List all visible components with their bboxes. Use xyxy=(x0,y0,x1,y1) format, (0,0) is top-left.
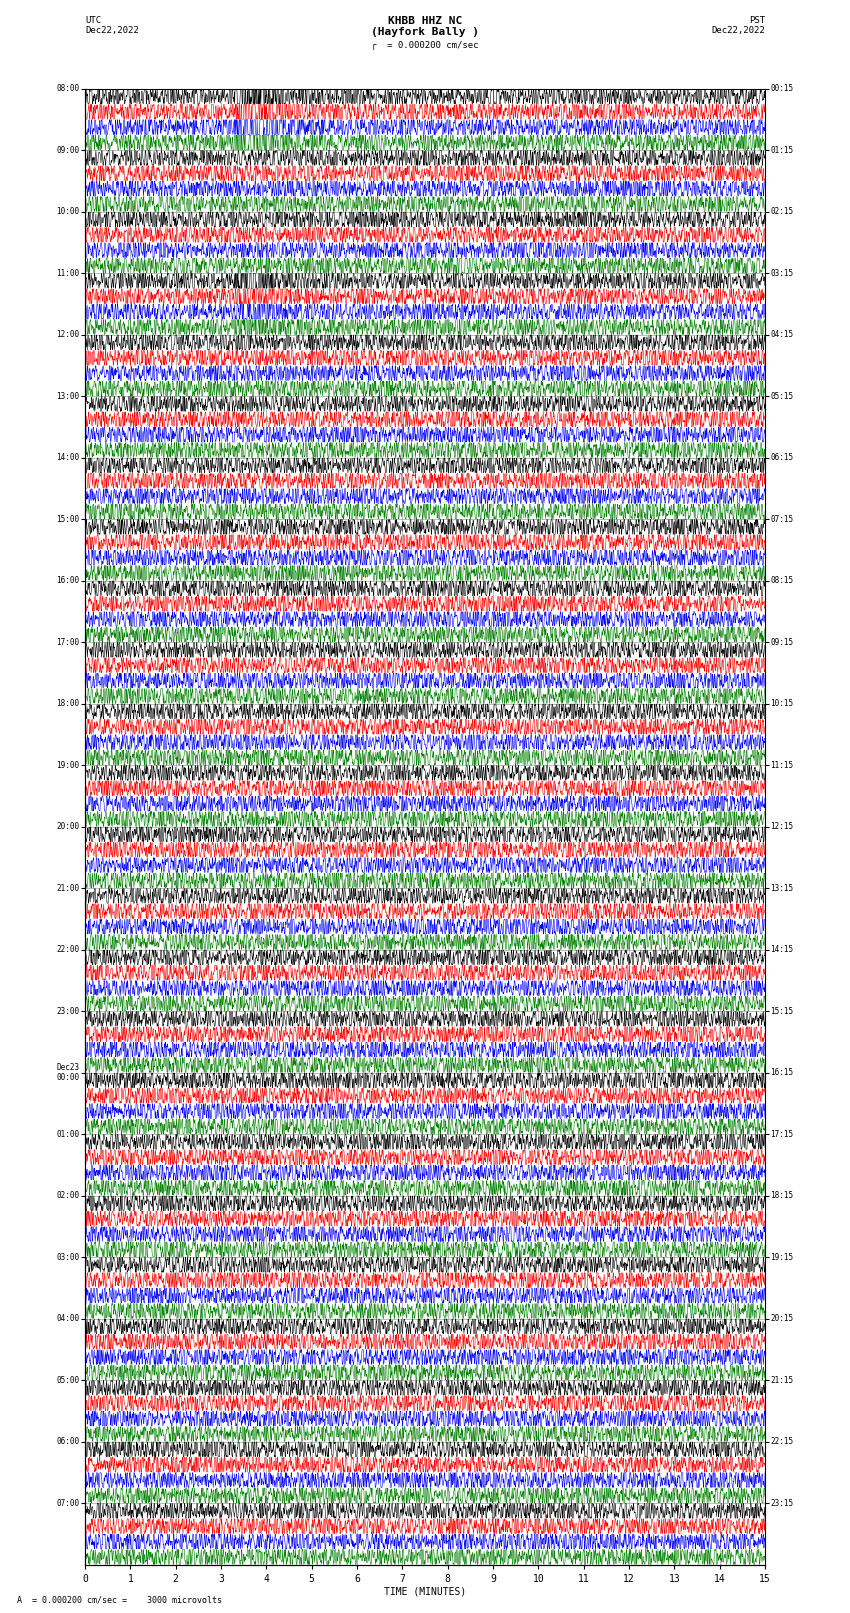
Text: A  = 0.000200 cm/sec =    3000 microvolts: A = 0.000200 cm/sec = 3000 microvolts xyxy=(17,1595,222,1605)
Text: (Hayfork Bally ): (Hayfork Bally ) xyxy=(371,27,479,37)
Text: Dec22,2022: Dec22,2022 xyxy=(711,26,765,35)
Text: PST: PST xyxy=(749,16,765,26)
Text: KHBB HHZ NC: KHBB HHZ NC xyxy=(388,16,462,26)
Text: ┌  = 0.000200 cm/sec: ┌ = 0.000200 cm/sec xyxy=(371,40,479,50)
X-axis label: TIME (MINUTES): TIME (MINUTES) xyxy=(384,1587,466,1597)
Text: Dec22,2022: Dec22,2022 xyxy=(85,26,139,35)
Text: UTC: UTC xyxy=(85,16,101,26)
